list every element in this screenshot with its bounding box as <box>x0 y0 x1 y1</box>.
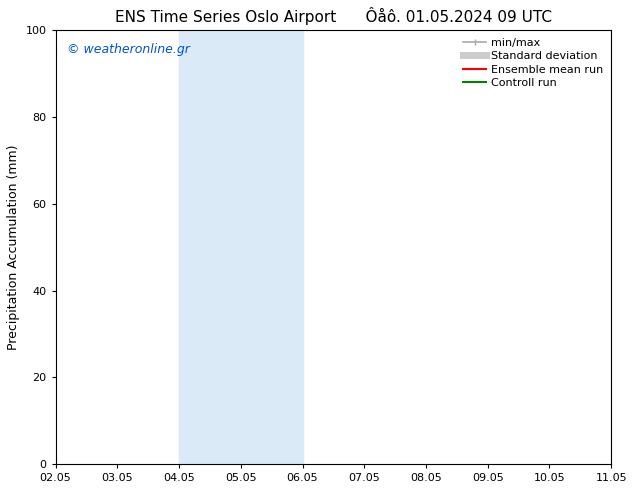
Bar <box>611 30 634 464</box>
Legend: min/max, Standard deviation, Ensemble mean run, Controll run: min/max, Standard deviation, Ensemble me… <box>459 34 608 93</box>
Title: ENS Time Series Oslo Airport      Ôåô. 01.05.2024 09 UTC: ENS Time Series Oslo Airport Ôåô. 01.05.… <box>115 7 552 25</box>
Y-axis label: Precipitation Accumulation (mm): Precipitation Accumulation (mm) <box>7 145 20 350</box>
Bar <box>179 30 302 464</box>
Text: © weatheronline.gr: © weatheronline.gr <box>67 43 190 56</box>
